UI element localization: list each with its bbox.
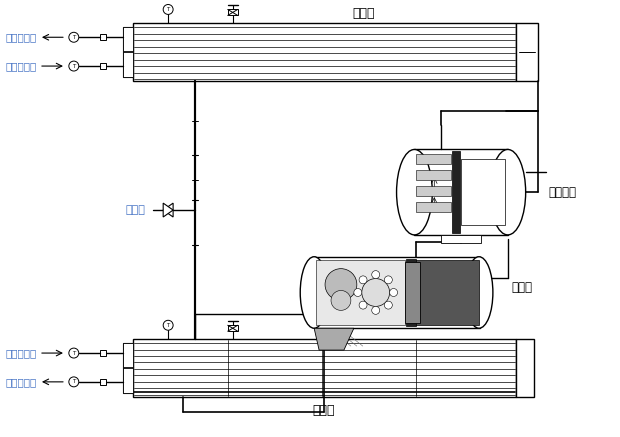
Circle shape: [69, 377, 79, 387]
Bar: [123, 28, 133, 51]
Text: 冷冻水进水: 冷冻水进水: [6, 348, 37, 358]
Text: T: T: [72, 35, 76, 40]
Bar: [412, 260, 479, 325]
Text: T: T: [167, 323, 170, 328]
Bar: [228, 10, 237, 15]
Text: 蒸發器: 蒸發器: [313, 404, 335, 417]
Bar: [516, 23, 538, 81]
Bar: [100, 63, 105, 69]
Polygon shape: [163, 203, 173, 217]
Bar: [100, 379, 105, 385]
Circle shape: [389, 288, 397, 296]
Bar: [123, 28, 133, 77]
Text: T: T: [72, 63, 76, 69]
Bar: [516, 339, 534, 397]
Ellipse shape: [397, 149, 432, 235]
Bar: [417, 186, 451, 196]
Bar: [417, 154, 451, 164]
Bar: [123, 368, 133, 393]
Bar: [407, 259, 417, 326]
Ellipse shape: [300, 257, 328, 328]
Bar: [133, 23, 516, 81]
Circle shape: [359, 301, 367, 309]
Bar: [123, 343, 133, 367]
Bar: [228, 325, 237, 331]
Bar: [314, 257, 480, 328]
Text: T: T: [72, 350, 76, 356]
Circle shape: [372, 271, 379, 278]
Circle shape: [331, 291, 351, 310]
Ellipse shape: [490, 149, 526, 235]
Polygon shape: [163, 203, 173, 217]
Bar: [316, 260, 405, 325]
Ellipse shape: [465, 257, 493, 328]
Polygon shape: [314, 328, 354, 350]
Bar: [417, 170, 451, 180]
Text: 冷却水出水: 冷却水出水: [6, 32, 37, 42]
Text: 压缩机: 压缩机: [512, 281, 533, 294]
Circle shape: [354, 288, 362, 296]
Text: T: T: [72, 379, 76, 385]
Bar: [405, 262, 420, 323]
Circle shape: [362, 278, 389, 306]
Circle shape: [163, 4, 173, 14]
Text: 冷凝器: 冷凝器: [353, 7, 375, 20]
Circle shape: [372, 306, 379, 314]
Bar: [123, 52, 133, 77]
Text: 节流阀: 节流阀: [125, 205, 145, 215]
Circle shape: [69, 32, 79, 42]
Circle shape: [325, 269, 357, 300]
Bar: [452, 152, 460, 233]
Bar: [133, 339, 516, 397]
Circle shape: [384, 301, 392, 309]
Circle shape: [384, 276, 392, 284]
Circle shape: [69, 61, 79, 71]
Text: 冷冻水出水: 冷冻水出水: [6, 377, 37, 387]
Circle shape: [163, 320, 173, 330]
Bar: [417, 202, 451, 212]
Bar: [441, 235, 481, 243]
Text: 冷却水进水: 冷却水进水: [6, 61, 37, 71]
Bar: [100, 350, 105, 356]
Text: 油分离器: 油分离器: [549, 186, 577, 199]
Circle shape: [359, 276, 367, 284]
Bar: [414, 149, 508, 235]
Bar: [461, 160, 505, 225]
Circle shape: [69, 348, 79, 358]
Bar: [100, 34, 105, 40]
Text: T: T: [167, 7, 170, 12]
Bar: [123, 343, 133, 393]
